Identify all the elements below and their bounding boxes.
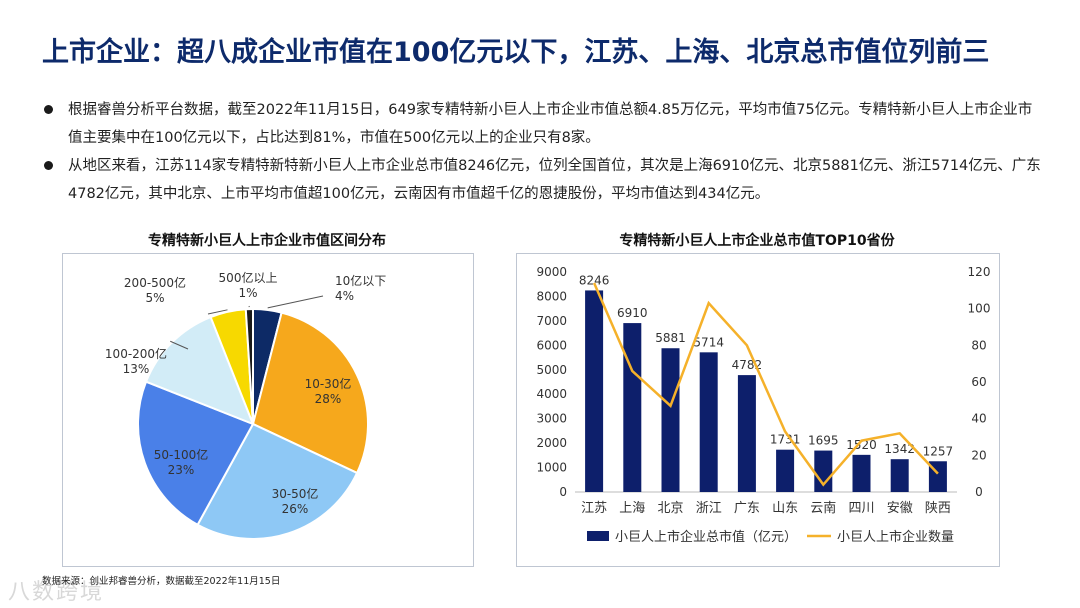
- left-axis-tick: 8000: [536, 289, 567, 303]
- pie-slice: [251, 311, 369, 475]
- bar-value-label: 1342: [884, 442, 915, 456]
- right-axis-tick: 100: [968, 302, 991, 316]
- bullet-dot: [44, 105, 53, 114]
- category-label: 北京: [657, 501, 683, 516]
- category-label: 云南: [810, 500, 836, 516]
- pie-slice: [244, 307, 254, 425]
- bar: [623, 323, 642, 492]
- bar-value-label: 1257: [923, 444, 954, 458]
- pie-slice-pct: 26%: [282, 502, 309, 516]
- category-label: 陕西: [925, 501, 951, 516]
- right-axis-tick: 40: [971, 412, 986, 426]
- bar-value-label: 1695: [808, 434, 839, 448]
- bar-value-label: 5881: [655, 331, 686, 345]
- bullet-dot: [44, 161, 53, 170]
- bullet-text: 根据睿兽分析平台数据，截至2022年11月15日，649家专精特新小巨人上市企业…: [68, 102, 1033, 146]
- right-axis-tick: 20: [971, 448, 986, 462]
- pie-slice-pct: 5%: [145, 291, 164, 305]
- bar: [814, 450, 833, 492]
- category-label: 浙江: [696, 501, 722, 516]
- left-axis-tick: 9000: [536, 265, 567, 279]
- pie-slice-pct: 23%: [168, 463, 195, 477]
- left-axis-tick: 5000: [536, 363, 567, 377]
- legend-bar-label: 小巨人上市企业总市值（亿元）: [615, 529, 797, 545]
- pie-slice-label: 100-200亿: [105, 346, 167, 361]
- right-axis-tick: 0: [975, 485, 983, 499]
- right-axis-tick: 60: [971, 375, 986, 389]
- right-axis-tick: 120: [968, 265, 991, 279]
- pie-slice: [137, 380, 255, 527]
- watermark: 八数跨境: [8, 580, 105, 605]
- bullet-text: 从地区来看，江苏114家专精特新特新小巨人上市企业总市值8246亿元，位列全国首…: [68, 158, 1041, 202]
- category-label: 山东: [772, 501, 798, 516]
- pie-slice-label: 10亿以下: [335, 273, 386, 288]
- pie-slice-label: 500亿以上: [219, 270, 278, 285]
- left-axis-tick: 2000: [536, 436, 567, 450]
- pie-slice: [144, 315, 255, 426]
- series-line: [592, 282, 939, 487]
- bar-value-label: 6910: [617, 306, 648, 320]
- pie-slice-label: 200-500亿: [124, 275, 186, 290]
- bullet-list: 根据睿兽分析平台数据，截至2022年11月15日，649家专精特新小巨人上市企业…: [42, 96, 1042, 208]
- category-label: 安徽: [887, 501, 913, 516]
- left-axis-tick: 3000: [536, 412, 567, 426]
- bar-value-label: 5714: [693, 335, 724, 349]
- bar-value-label: 8246: [579, 273, 610, 287]
- left-axis-tick: 7000: [536, 314, 567, 328]
- bar-chart-panel: 0 1000 2000 3000 4000 5000 6000 7000 8000 9000 0 20…: [516, 253, 1000, 567]
- legend-line-label: 小巨人上市企业数量: [837, 529, 954, 545]
- source-note: 数据来源：创业邦睿兽分析，数据截至2022年11月15日: [42, 576, 281, 587]
- pie-slice-label: 50-100亿: [154, 447, 209, 462]
- page-title: 上市企业：超八成企业市值在100亿元以下，江苏、上海、北京总市值位列前三: [42, 37, 990, 68]
- left-axis-tick: 1000: [536, 461, 567, 475]
- pie-leader-line: [267, 295, 324, 309]
- pie-slice-pct: 28%: [315, 392, 342, 406]
- bar: [699, 352, 718, 492]
- pie-slice-pct: 1%: [238, 286, 257, 300]
- bar: [585, 290, 604, 492]
- category-label: 广东: [734, 501, 760, 516]
- left-axis-tick: 0: [559, 485, 567, 499]
- left-axis-tick: 4000: [536, 387, 567, 401]
- pie-leader-line: [207, 309, 228, 315]
- bar: [890, 459, 909, 492]
- bar: [852, 454, 871, 492]
- category-label: 上海: [619, 501, 645, 516]
- left-axis-tick: 6000: [536, 338, 567, 352]
- bar-chart-title: 专精特新小巨人上市企业总市值TOP10省份: [619, 233, 895, 249]
- bar: [737, 375, 756, 492]
- pie-chart-panel: 10亿以下 4% 10-30亿 28% 30-50亿 26% 50-100亿 23% 100-2…: [62, 253, 474, 567]
- pie-slice-label: 30-50亿: [272, 486, 319, 501]
- bar: [776, 449, 795, 492]
- category-label: 四川: [848, 501, 874, 516]
- legend-bar-swatch: [587, 531, 609, 541]
- category-label: 江苏: [581, 500, 607, 516]
- pie-slice-pct: 4%: [335, 289, 354, 303]
- right-axis-tick: 80: [971, 338, 986, 352]
- bullet-item: 根据睿兽分析平台数据，截至2022年11月15日，649家专精特新小巨人上市企业…: [42, 96, 1042, 152]
- pie-slice-pct: 13%: [123, 362, 150, 376]
- pie-chart-title: 专精特新小巨人上市企业市值区间分布: [148, 233, 386, 249]
- bullet-item: 从地区来看，江苏114家专精特新特新小巨人上市企业总市值8246亿元，位列全国首…: [42, 152, 1042, 208]
- bar-line-chart: 0 1000 2000 3000 4000 5000 6000 7000 8000 9000 0 20…: [536, 265, 991, 545]
- pie-leader-line: [170, 340, 189, 350]
- bar: [661, 348, 680, 492]
- pie-slice-label: 10-30亿: [305, 376, 352, 391]
